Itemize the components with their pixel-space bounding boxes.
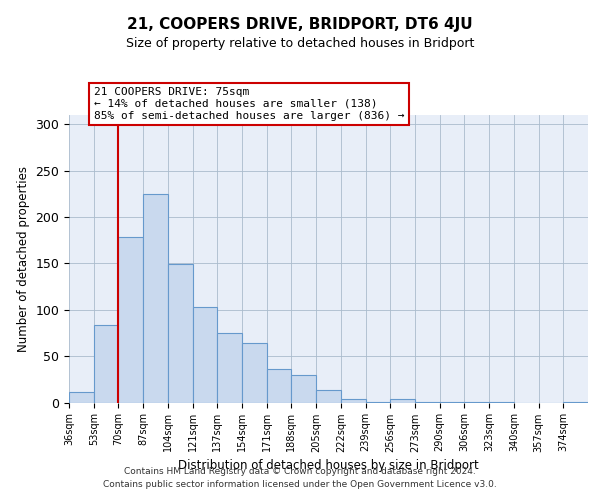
Y-axis label: Number of detached properties: Number of detached properties [17,166,30,352]
Bar [193,307,217,402]
Bar [316,390,341,402]
Bar [390,399,415,402]
Bar [341,399,365,402]
Text: Size of property relative to detached houses in Bridport: Size of property relative to detached ho… [126,38,474,51]
Text: Contains HM Land Registry data © Crown copyright and database right 2024.: Contains HM Land Registry data © Crown c… [124,467,476,476]
Text: 21 COOPERS DRIVE: 75sqm
← 14% of detached houses are smaller (138)
85% of semi-d: 21 COOPERS DRIVE: 75sqm ← 14% of detache… [94,88,404,120]
Bar [242,343,267,402]
Bar [143,194,168,402]
Bar [118,238,143,402]
Bar [267,369,292,402]
Bar [168,264,193,402]
Bar [69,392,94,402]
Bar [292,374,316,402]
Bar [94,324,118,402]
Text: Contains public sector information licensed under the Open Government Licence v3: Contains public sector information licen… [103,480,497,489]
Text: 21, COOPERS DRIVE, BRIDPORT, DT6 4JU: 21, COOPERS DRIVE, BRIDPORT, DT6 4JU [127,18,473,32]
Bar [217,333,242,402]
X-axis label: Distribution of detached houses by size in Bridport: Distribution of detached houses by size … [178,458,479,471]
